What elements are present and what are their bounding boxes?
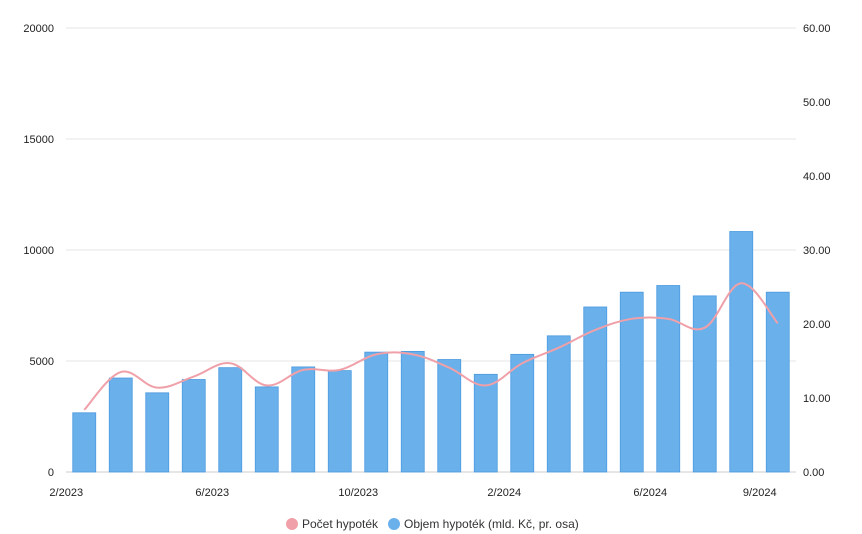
legend: Počet hypoték Objem hypoték (mld. Kč, pr.… xyxy=(286,517,579,531)
right-tick-label: 60.00 xyxy=(803,23,831,35)
bar-series xyxy=(72,231,790,473)
bar xyxy=(291,366,316,473)
bar xyxy=(400,350,425,473)
grid-lines xyxy=(66,27,796,473)
legend-marker xyxy=(388,518,400,530)
bar xyxy=(108,377,133,473)
right-tick-label: 0.00 xyxy=(803,467,824,479)
x-tick-label: 2/2023 xyxy=(49,487,83,499)
bar xyxy=(364,351,389,473)
bar xyxy=(656,285,681,473)
left-tick-label: 0 xyxy=(48,467,54,479)
left-axis-ticks: 0 5000 10000 15000 20000 xyxy=(23,23,54,479)
bar xyxy=(437,359,462,473)
bar xyxy=(327,370,352,473)
bar xyxy=(583,306,608,473)
line-series xyxy=(83,282,779,411)
legend-marker xyxy=(286,518,298,530)
x-tick-label: 10/2023 xyxy=(338,487,378,499)
x-tick-label: 2/2024 xyxy=(487,487,521,499)
right-tick-label: 30.00 xyxy=(803,245,831,257)
x-tick-label: 9/2024 xyxy=(743,487,777,499)
legend-label: Objem hypoték (mld. Kč, pr. osa) xyxy=(404,517,579,531)
x-tick-label: 6/2023 xyxy=(195,487,229,499)
right-tick-label: 20.00 xyxy=(803,319,831,331)
left-tick-label: 20000 xyxy=(23,23,54,35)
right-tick-label: 40.00 xyxy=(803,171,831,183)
bar xyxy=(546,335,571,473)
right-tick-label: 50.00 xyxy=(803,97,831,109)
bar xyxy=(181,379,206,473)
bar xyxy=(254,386,279,473)
bar xyxy=(692,295,717,473)
bar xyxy=(218,367,243,473)
left-tick-label: 15000 xyxy=(23,134,54,146)
x-axis-ticks: 2/2023 6/2023 10/2023 2/2024 6/2024 9/2024 xyxy=(49,487,776,499)
bar xyxy=(729,231,754,473)
left-tick-label: 5000 xyxy=(30,356,54,368)
left-tick-label: 10000 xyxy=(23,245,54,257)
line-path xyxy=(83,282,779,411)
x-tick-label: 6/2024 xyxy=(633,487,667,499)
bar xyxy=(145,392,170,473)
right-tick-label: 10.00 xyxy=(803,393,831,405)
bar xyxy=(510,353,535,473)
bar xyxy=(765,291,790,473)
legend-label: Počet hypoték xyxy=(302,517,379,531)
right-axis-ticks: 0.00 10.00 20.00 30.00 40.00 50.00 60.00 xyxy=(803,23,831,479)
bar xyxy=(473,373,498,473)
bar xyxy=(619,291,644,473)
bar xyxy=(72,412,97,473)
